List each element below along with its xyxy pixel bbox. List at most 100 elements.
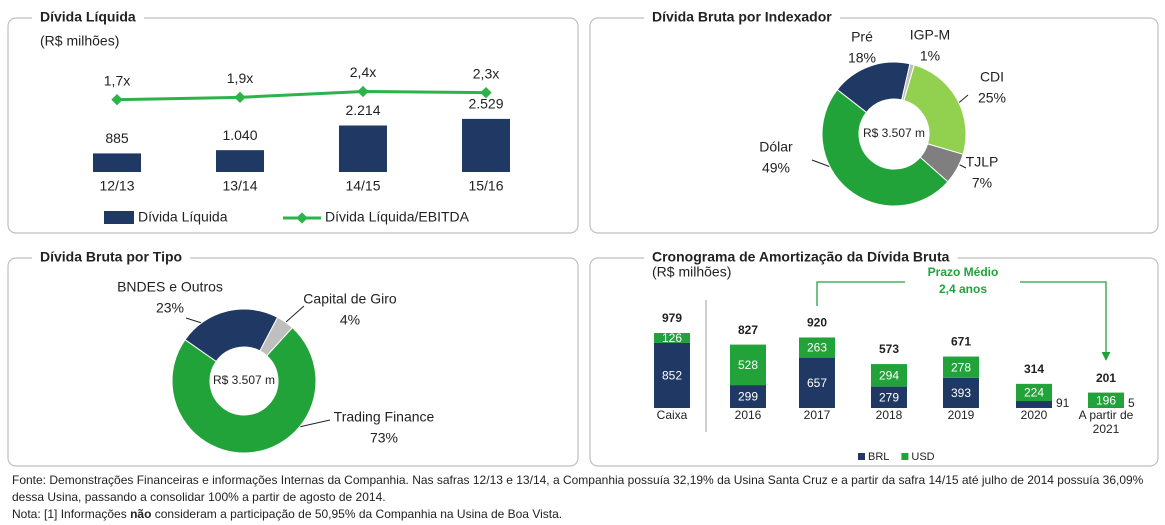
line — [116, 89, 487, 102]
x-tick-label: 2019 — [947, 408, 975, 422]
bar — [216, 150, 264, 172]
bar-segment — [654, 333, 690, 343]
subtitle: (R$ milhões) — [40, 33, 119, 49]
total-label: 314 — [1024, 362, 1044, 376]
center-label: R$ 3.507 m — [213, 373, 275, 387]
data-label: 91 — [1056, 396, 1070, 410]
data-label: 23% — [156, 300, 184, 316]
data-label: 7% — [972, 175, 992, 191]
total-label: 920 — [807, 316, 827, 330]
x-tick-label-box: 2016 — [735, 408, 762, 422]
arrow — [816, 281, 905, 306]
bar-segment — [730, 385, 766, 408]
x-tick-label: 2018 — [875, 408, 903, 422]
bar-segment — [654, 342, 690, 408]
center-label: R$ 3.507 m — [863, 126, 925, 140]
data-label: 279 — [879, 390, 899, 404]
arrow — [1020, 281, 1111, 361]
total-label: 573 — [879, 342, 899, 356]
legend-label: Dívida Líquida — [138, 209, 228, 225]
total-label: 671 — [951, 335, 971, 349]
bar-segment — [943, 356, 979, 378]
x-tick-label-box: 2018 — [875, 408, 903, 422]
bar — [339, 125, 387, 172]
data-label: 2,3x — [473, 65, 499, 81]
slice-label: CDI — [980, 69, 1004, 85]
data-label: 224 — [1024, 386, 1044, 400]
data-label: 73% — [370, 430, 398, 446]
footnotes: Fonte: Demonstrações Financeiras e infor… — [12, 472, 1157, 523]
data-label: 528 — [738, 358, 758, 372]
bar — [93, 153, 141, 172]
bar-segment — [1016, 383, 1052, 402]
bar-segment — [799, 337, 835, 358]
title-bg — [644, 248, 958, 265]
panel — [7, 257, 579, 467]
data-label: 263 — [807, 341, 827, 355]
marker — [111, 94, 123, 106]
legend-label: BRL — [868, 451, 889, 463]
x-tick-label: 13/14 — [222, 178, 257, 194]
slice-label: Capital de Giro — [303, 291, 397, 307]
x-tick-label: A partir de 2021 — [1078, 408, 1134, 436]
total-label: 827 — [738, 323, 758, 337]
title-bg — [32, 8, 144, 25]
slice-label: IGP-M — [910, 27, 950, 43]
slice — [171, 326, 317, 454]
slice-label: Dólar — [759, 139, 793, 155]
data-label: 2.214 — [345, 102, 380, 118]
bar-segment — [871, 386, 907, 408]
data-label: 126 — [662, 331, 682, 345]
x-tick-label: Caixa — [656, 408, 688, 422]
data-label: 1.040 — [222, 127, 257, 143]
legend-swatch — [296, 212, 308, 224]
slice-label: Trading Finance — [334, 409, 435, 425]
x-tick-label-box: 2019 — [947, 408, 975, 422]
title-bg — [644, 8, 841, 25]
annotation: 2,4 anos — [939, 282, 987, 296]
marker — [234, 91, 246, 103]
source-note: Fonte: Demonstrações Financeiras e infor… — [12, 473, 1144, 504]
data-label: 5 — [1128, 396, 1135, 410]
data-label: 299 — [738, 390, 758, 404]
annotation: Prazo Médio — [928, 265, 999, 279]
x-tick-label-box: Caixa — [656, 408, 688, 422]
panel-title: Dívida Líquida — [40, 9, 136, 25]
data-label: 18% — [848, 50, 876, 66]
data-label: 196 — [1096, 393, 1116, 407]
bar-segment — [799, 357, 835, 408]
slice-label: TJLP — [966, 154, 999, 170]
x-tick-label: 12/13 — [99, 178, 134, 194]
bar — [462, 118, 510, 172]
panel — [589, 17, 1159, 234]
panel-title: Cronograma de Amortização da Dívida Brut… — [652, 249, 950, 265]
x-tick-label-box: 2020 — [1020, 408, 1048, 422]
data-label: 885 — [105, 130, 129, 146]
title-bg — [32, 248, 191, 265]
data-label: 1,7x — [104, 72, 130, 88]
legend-label: USD — [911, 451, 934, 463]
bar-segment — [1088, 392, 1124, 408]
bar-segment — [1016, 401, 1052, 408]
total-label: 201 — [1096, 371, 1116, 385]
data-label: 1,9x — [227, 70, 253, 86]
legend-swatch — [104, 211, 134, 224]
panel — [7, 17, 579, 234]
data-label: 2,4x — [350, 64, 376, 80]
data-label: 393 — [951, 386, 971, 400]
x-tick-label-box: A partir de 2021 — [1078, 408, 1134, 436]
bar-segment — [943, 377, 979, 408]
x-tick-label: 2020 — [1020, 408, 1048, 422]
x-tick-label: 15/16 — [468, 178, 503, 194]
slice-label: BNDES e Outros — [117, 279, 223, 295]
bar-segment — [730, 344, 766, 386]
slice — [821, 88, 949, 207]
data-label: 657 — [807, 376, 827, 390]
bar-segment — [871, 364, 907, 387]
data-label: 852 — [662, 369, 682, 383]
total-label: 979 — [662, 311, 682, 325]
subtitle: (R$ milhões) — [652, 264, 731, 280]
data-label: 294 — [879, 369, 899, 383]
data-label: 1% — [920, 48, 940, 64]
